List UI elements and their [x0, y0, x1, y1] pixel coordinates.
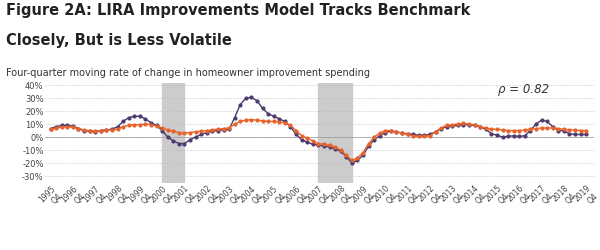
- AHS-Based Benchmark: [471, 124, 478, 127]
- Text: Closely, But is Less Volatile: Closely, But is Less Volatile: [6, 32, 232, 48]
- Line: Improvements LIRA: Improvements LIRA: [49, 118, 587, 162]
- Text: Figure 2A: LIRA Improvements Model Tracks Benchmark: Figure 2A: LIRA Improvements Model Track…: [6, 2, 470, 18]
- Line: AHS-Based Benchmark: AHS-Based Benchmark: [49, 96, 587, 164]
- Improvements LIRA: [248, 118, 255, 121]
- Improvements LIRA: [320, 143, 328, 146]
- Text: ρ = 0.82: ρ = 0.82: [498, 83, 549, 96]
- AHS-Based Benchmark: [86, 130, 93, 133]
- Improvements LIRA: [64, 125, 71, 128]
- Text: Four-quarter moving rate of change in homeowner improvement spending: Four-quarter moving rate of change in ho…: [6, 68, 370, 78]
- AHS-Based Benchmark: [583, 133, 590, 136]
- Improvements LIRA: [86, 129, 93, 132]
- Improvements LIRA: [348, 159, 355, 162]
- Improvements LIRA: [471, 123, 478, 126]
- Improvements LIRA: [365, 142, 372, 145]
- AHS-Based Benchmark: [348, 162, 355, 164]
- Bar: [162, 82, 184, 182]
- Improvements LIRA: [583, 129, 590, 132]
- AHS-Based Benchmark: [365, 145, 372, 148]
- AHS-Based Benchmark: [320, 145, 328, 148]
- Legend: Recession, Improvements LIRA, AHS-Based Benchmark: Recession, Improvements LIRA, AHS-Based …: [50, 249, 377, 250]
- Improvements LIRA: [187, 131, 194, 134]
- Improvements LIRA: [47, 128, 54, 131]
- AHS-Based Benchmark: [47, 127, 54, 130]
- AHS-Based Benchmark: [248, 96, 255, 99]
- AHS-Based Benchmark: [64, 124, 71, 127]
- Bar: [319, 82, 352, 182]
- AHS-Based Benchmark: [187, 138, 194, 141]
